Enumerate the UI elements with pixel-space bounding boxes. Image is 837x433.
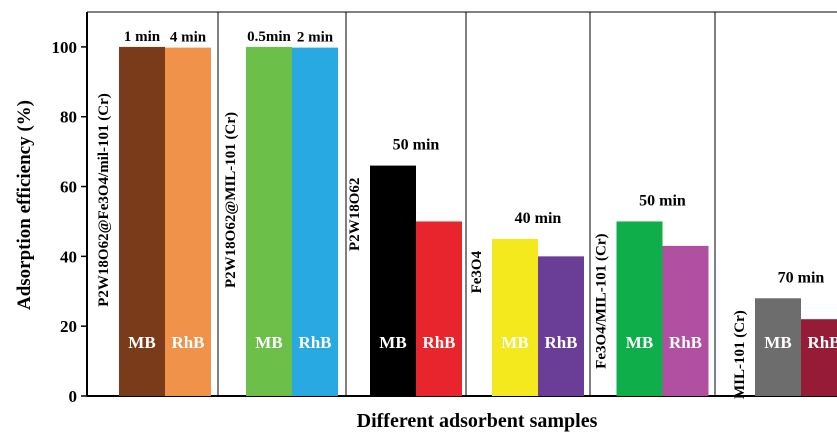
y-tick-label: 100 (52, 38, 78, 57)
sample-name: P2W18O62@Fe3O4/mil-101 (Cr) (96, 93, 112, 307)
bar-label-rhb: RhB (298, 333, 331, 352)
bar-label-rhb: RhB (807, 333, 837, 352)
y-tick-label: 60 (60, 178, 77, 197)
sample-name: Fe3O4 (469, 250, 485, 293)
bar-time-label: 2 min (297, 30, 334, 46)
sample-name: P2W18O62 (347, 178, 363, 251)
bar-label-rhb: RhB (669, 333, 702, 352)
bar-label-mb: MB (501, 333, 528, 352)
y-tick-label: 80 (60, 108, 77, 127)
y-tick-label: 20 (60, 317, 77, 336)
y-axis-label: Adsorption efficiency (%) (14, 100, 35, 310)
bar-label-rhb: RhB (422, 333, 455, 352)
bar-mb (370, 166, 416, 396)
bar-mb (492, 239, 538, 396)
x-axis-label: Different adsorbent samples (357, 410, 598, 432)
y-tick-label: 40 (60, 247, 77, 266)
bar-time-label: 0.5min (247, 29, 291, 45)
bar-label-mb: MB (255, 333, 282, 352)
bar-mb (617, 221, 663, 396)
group-time-label: 40 min (515, 210, 562, 227)
group-time-label: 50 min (639, 192, 686, 209)
group-time-label: 70 min (778, 269, 825, 286)
bar-rhb (416, 221, 462, 396)
bar-label-mb: MB (128, 333, 155, 352)
bar-label-mb: MB (626, 333, 653, 352)
bar-rhb (538, 256, 584, 396)
bar-rhb (801, 319, 837, 396)
group-time-label: 50 min (393, 137, 440, 154)
bar-label-rhb: RhB (171, 333, 204, 352)
y-tick-label: 0 (69, 387, 78, 406)
bar-label-mb: MB (764, 333, 791, 352)
bar-time-label: 4 min (170, 30, 207, 46)
bar-time-label: 1 min (124, 29, 161, 45)
bar-label-rhb: RhB (544, 333, 577, 352)
bar-rhb (663, 246, 709, 396)
bar-label-mb: MB (379, 333, 406, 352)
sample-name: Fe3O4/MIL-101 (Cr) (594, 233, 610, 368)
sample-name: MIL-101 (Cr) (732, 310, 748, 399)
sample-name: P2W18O62@MIL-101 (Cr) (223, 112, 239, 288)
